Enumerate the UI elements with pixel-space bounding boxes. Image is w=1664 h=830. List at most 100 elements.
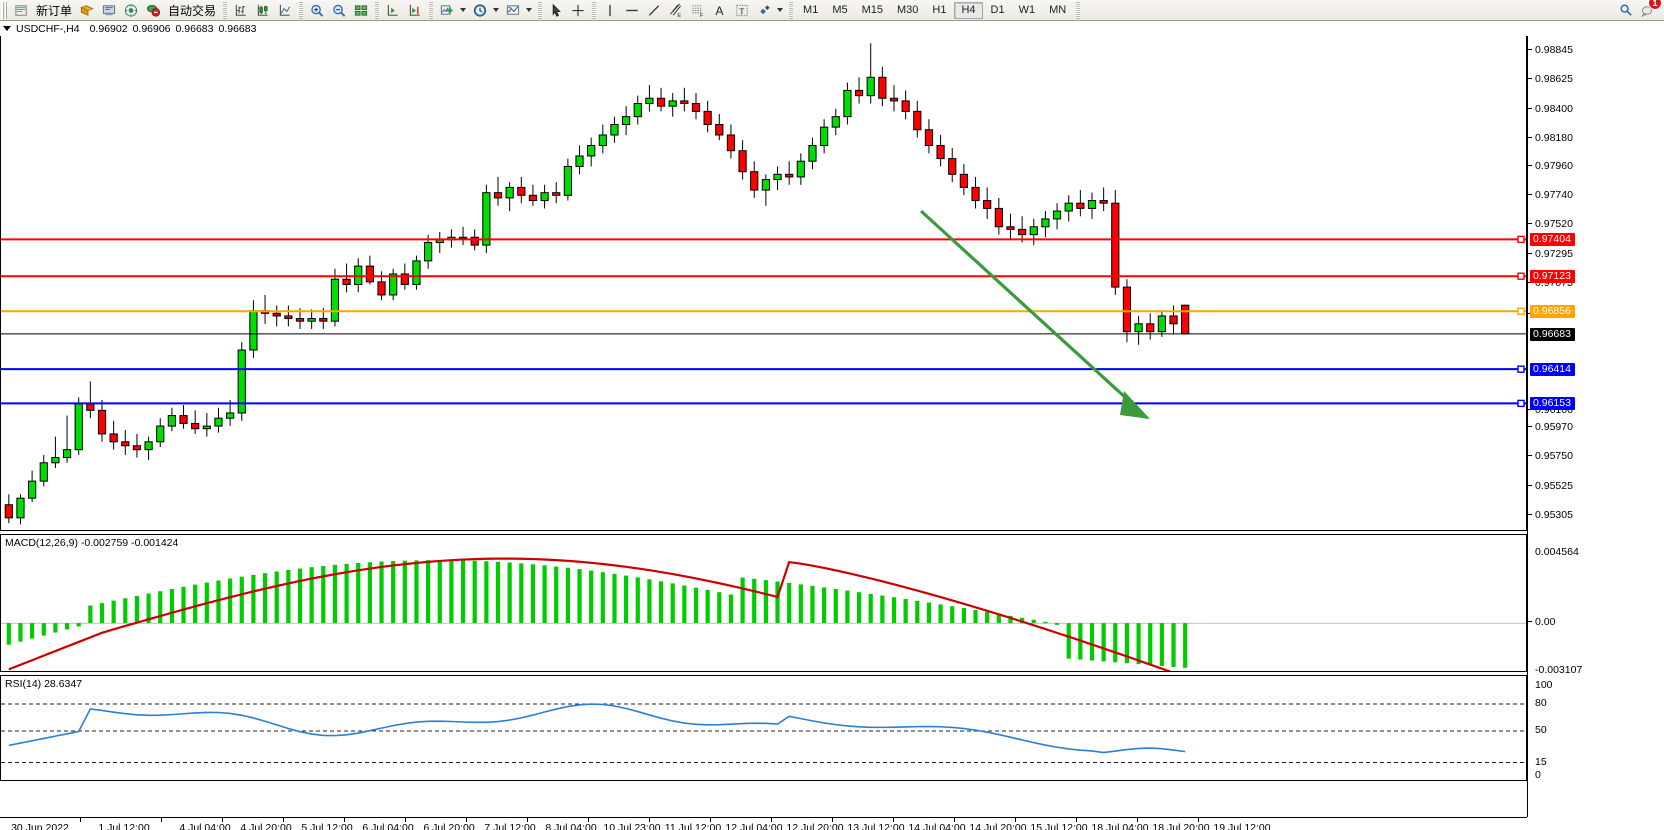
time-tick-label: 13 Jul 12:00 (847, 822, 905, 830)
scroll-end-icon[interactable] (383, 1, 403, 20)
time-tick-mark (466, 817, 467, 822)
timeframe-m15[interactable]: M15 (861, 4, 883, 16)
time-tick-mark (161, 817, 162, 822)
profile-icon[interactable] (77, 1, 97, 20)
timeframe-m5[interactable]: M5 (832, 4, 848, 16)
timeframe-m30[interactable]: M30 (897, 4, 919, 16)
alerts-icon[interactable]: 1 (1638, 0, 1662, 20)
indicators-icon[interactable] (437, 1, 457, 20)
toolbar-grip[interactable] (1, 1, 7, 19)
autotrading-icon[interactable] (143, 1, 163, 20)
timeframe-h1[interactable]: H1 (932, 4, 947, 16)
price-level-chip[interactable]: 0.96153 (1530, 397, 1575, 411)
macd-pane[interactable]: MACD(12,26,9) -0.002759 -0.001424 (0, 534, 1527, 672)
time-tick-label: 12 Jul 20:00 (786, 822, 844, 830)
quote-open: 0.96902 (89, 22, 128, 35)
svg-text:F: F (700, 13, 704, 18)
periods-icon[interactable] (470, 1, 490, 20)
timeframe-m1[interactable]: M1 (803, 4, 819, 16)
price-tick: 0.97740 (1528, 190, 1573, 201)
price-level-chip[interactable]: 0.96414 (1530, 363, 1575, 377)
toolbar-separator-8 (1076, 1, 1081, 19)
vline-icon[interactable] (600, 1, 620, 20)
equidistant-channel-icon[interactable]: E (666, 1, 686, 20)
rsi-tick: 80 (1535, 697, 1547, 709)
rsi-pane[interactable]: RSI(14) 28.6347 (0, 675, 1527, 781)
svg-text:A: A (715, 4, 724, 18)
hline-icon[interactable] (622, 1, 642, 20)
macd-label: MACD(12,26,9) -0.002759 -0.001424 (5, 537, 179, 549)
price-tick: 0.97520 (1528, 219, 1573, 230)
periods-dropdown-caret[interactable] (493, 8, 500, 12)
indicators-dropdown-caret[interactable] (460, 8, 467, 12)
chart-window[interactable]: USDCHF-,H4 0.96902 0.96906 0.96683 0.966… (0, 21, 1664, 830)
shift-end-icon[interactable] (405, 1, 425, 20)
new-order-icon[interactable] (11, 1, 31, 20)
time-tick-label: 7 Jul 12:00 (484, 822, 536, 830)
time-tick-label: 11 Jul 12:00 (664, 822, 722, 830)
price-pane[interactable] (0, 36, 1527, 531)
tile-windows-icon[interactable] (351, 1, 371, 20)
new-order-label[interactable]: 新订单 (36, 3, 73, 18)
price-tick: 0.98400 (1528, 103, 1573, 115)
time-tick-label: 10 Jul 23:00 (603, 822, 661, 830)
price-level-chip[interactable]: 0.96856 (1530, 305, 1575, 319)
price-tick: 0.98845 (1528, 45, 1573, 56)
fibonacci-icon[interactable]: F (688, 1, 708, 20)
time-tick-mark (405, 817, 406, 822)
objects-icon[interactable] (754, 1, 774, 20)
time-tick-label: 18 Jul 04:00 (1091, 822, 1149, 830)
rsi-tick: 50 (1535, 724, 1547, 736)
time-tick-label: 14 Jul 20:00 (969, 822, 1027, 830)
terminal-icon[interactable] (99, 1, 119, 20)
time-tick-mark (527, 817, 528, 822)
candlestick-chart-icon[interactable] (253, 1, 273, 20)
price-axis[interactable]: 0.98845 0.98625 0.98400 0.98180 0.97960 0.977… (1527, 36, 1664, 817)
text-icon[interactable]: A (710, 1, 730, 20)
templates-dropdown-caret[interactable] (526, 8, 533, 12)
quote-close: 0.96683 (218, 22, 257, 35)
time-tick-label: 6 Jul 20:00 (423, 822, 475, 830)
trendline-icon[interactable] (644, 1, 664, 20)
timeframe-h4[interactable]: H4 (954, 1, 983, 19)
objects-dropdown-caret[interactable] (777, 8, 784, 12)
line-chart-icon[interactable] (275, 1, 295, 20)
time-tick-mark (1015, 817, 1016, 822)
toolbar-separator-7 (789, 1, 794, 19)
timeframe-d1[interactable]: D1 (990, 4, 1005, 16)
crosshair-icon[interactable] (568, 1, 588, 20)
price-level-chip[interactable]: 0.97123 (1530, 270, 1575, 284)
cursor-icon[interactable] (546, 1, 566, 20)
time-tick-mark (1198, 817, 1199, 822)
bar-chart-icon[interactable] (231, 1, 251, 20)
chart-menu-caret-icon[interactable] (3, 26, 11, 31)
time-axis[interactable]: 30 Jun 2022 1 Jul 12:00 4 Jul 04:00 4 Jul 2… (0, 817, 1527, 830)
text-label-icon[interactable]: T (732, 1, 752, 20)
price-tick: 0.95525 (1528, 480, 1573, 492)
rsi-label: RSI(14) 28.6347 (5, 678, 83, 690)
rsi-plot (1, 703, 1526, 763)
autotrading-label[interactable]: 自动交易 (168, 3, 217, 18)
timeframe-w1[interactable]: W1 (1018, 4, 1036, 16)
price-tick: 0.98625 (1528, 74, 1573, 85)
timeframe-mn[interactable]: MN (1049, 4, 1067, 16)
time-tick-label: 6 Jul 04:00 (362, 822, 414, 830)
time-tick-label: 4 Jul 20:00 (240, 822, 292, 830)
time-tick-mark (344, 817, 345, 822)
time-tick-mark (771, 817, 772, 822)
time-tick-label: 5 Jul 12:00 (301, 822, 353, 830)
time-tick-label: 8 Jul 04:00 (545, 822, 597, 830)
price-level-chip[interactable]: 0.97404 (1530, 233, 1575, 247)
zoom-in-icon[interactable] (307, 1, 327, 20)
price-tick: 0.97295 (1528, 248, 1573, 260)
zoom-out-icon[interactable] (329, 1, 349, 20)
price-level-chip[interactable]: 0.96683 (1530, 327, 1575, 341)
price-candlestick-plot (1, 43, 1526, 525)
price-tick: 0.98180 (1528, 132, 1573, 144)
time-tick-mark (80, 817, 81, 822)
navigator-icon[interactable] (121, 1, 141, 20)
search-icon[interactable] (1616, 1, 1636, 20)
toolbar-separator-2 (299, 1, 304, 19)
price-tick: 0.95305 (1528, 509, 1573, 521)
templates-icon[interactable] (503, 1, 523, 20)
